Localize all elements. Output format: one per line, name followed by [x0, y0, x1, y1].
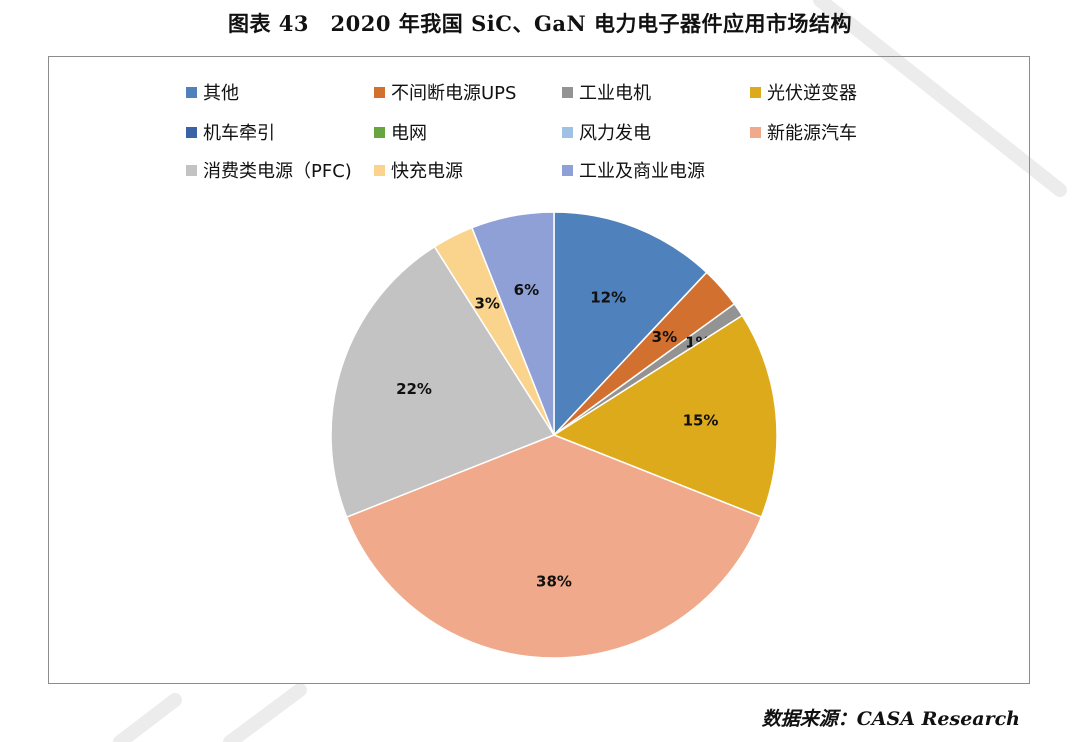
legend-label: 工业及商业电源	[579, 161, 705, 182]
legend-swatch	[750, 126, 761, 138]
pie-label-fast-charger: 3%	[474, 294, 499, 312]
pie-label-ups: 3%	[652, 328, 677, 346]
legend-item-wind-power: 风力发电	[562, 119, 651, 145]
legend-item-ups: 不间断电源UPS	[374, 79, 516, 105]
legend-item-grid: 电网	[374, 119, 427, 145]
legend-swatch	[562, 86, 573, 98]
legend-swatch	[374, 86, 385, 98]
pie-slice-industrial-commercial-power	[470, 211, 555, 436]
legend-item-other: 其他	[186, 79, 239, 105]
chart-title: 图表 43 2020 年我国 SiC、GaN 电力电子器件应用市场结构	[227, 11, 852, 36]
data-source: 数据来源：CASA Research	[761, 708, 1020, 730]
pie-label-other: 12%	[590, 289, 626, 307]
legend-swatch	[186, 126, 197, 138]
legend-swatch	[562, 126, 573, 138]
legend-item-locomotive: 机车牵引	[186, 119, 275, 145]
legend-label: 快充电源	[391, 161, 463, 182]
pie-label-consumer-pfc: 22%	[396, 380, 432, 398]
legend-label: 工业电机	[579, 83, 651, 104]
pie-slice-pv-inverter	[552, 314, 778, 519]
legend-item-industrial-commercial-power: 工业及商业电源	[562, 157, 705, 183]
legend-label: 电网	[391, 123, 427, 144]
legend-label: 其他	[203, 83, 239, 104]
pie-label-nev: 38%	[536, 573, 572, 591]
pie-label-industrial-commercial-power: 6%	[514, 281, 539, 299]
legend-label: 消费类电源（PFC)	[203, 161, 352, 182]
legend-swatch	[374, 126, 385, 138]
legend-item-industrial-motor: 工业电机	[562, 79, 651, 105]
legend-label: 新能源汽车	[767, 123, 857, 144]
legend-label: 风力发电	[579, 123, 651, 144]
pie-slice-other	[553, 211, 708, 437]
legend-swatch	[186, 164, 197, 176]
pie-slice-consumer-pfc	[330, 245, 556, 519]
legend-item-consumer-pfc: 消费类电源（PFC)	[186, 157, 352, 183]
legend-label: 光伏逆变器	[767, 83, 857, 104]
chart-legend: 其他 不间断电源UPS 工业电机 光伏逆变器 机车牵引 电网 风力发电 新能源汽…	[0, 0, 1080, 200]
pie-slice-nev	[345, 434, 763, 659]
legend-item-pv-inverter: 光伏逆变器	[750, 79, 857, 105]
legend-label: 不间断电源UPS	[391, 83, 517, 104]
legend-item-nev: 新能源汽车	[750, 119, 857, 145]
legend-item-fast-charger: 快充电源	[374, 157, 463, 183]
pie-label-pv-inverter: 15%	[683, 412, 719, 430]
chart-frame	[48, 56, 1030, 684]
legend-swatch	[374, 164, 385, 176]
legend-label: 机车牵引	[203, 123, 275, 144]
legend-swatch	[562, 164, 573, 176]
legend-swatch	[750, 86, 761, 98]
legend-swatch	[186, 86, 197, 98]
